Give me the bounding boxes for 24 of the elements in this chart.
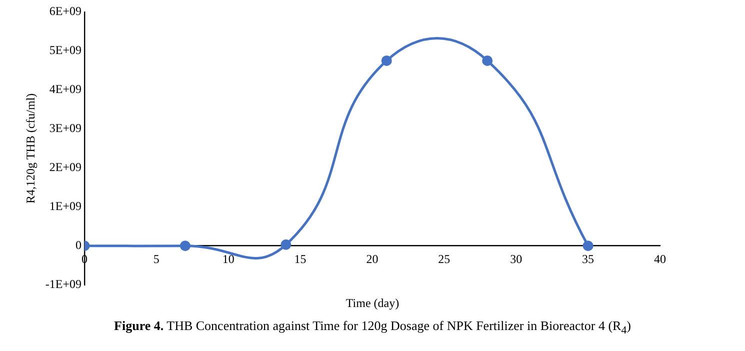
point xyxy=(582,240,594,252)
caption: Figure 4. THB Concentration against Time for 120g Dosage of NPK Fertilizer in Bioreactor 4 (R$_{4}$) xyxy=(113,318,632,337)
point xyxy=(280,239,292,250)
x-tick-label: 25 xyxy=(438,252,450,266)
x-tick-label: 20 xyxy=(366,252,378,266)
y-tick-label: 2E+09 xyxy=(49,160,82,174)
y-tick-label: 0 xyxy=(75,238,82,252)
y-tick-label: 5E+09 xyxy=(49,43,82,58)
point xyxy=(180,240,190,252)
x-tick-label: 40 xyxy=(654,252,666,266)
x-tick-label: 30 xyxy=(510,252,522,266)
y-tick-label: 1E+09 xyxy=(49,199,82,214)
x-tick-label: 35 xyxy=(582,252,594,266)
y-tick-label: -1E+09 xyxy=(45,276,82,291)
point xyxy=(482,55,493,66)
x-tick-label: 15 xyxy=(294,252,306,266)
x-tick-label: 5 xyxy=(153,252,160,266)
y-tick-label: 4E+09 xyxy=(49,82,82,96)
y-axis-title: R4,120g THB (cfu/ml) xyxy=(23,93,38,204)
y-tick-label: 3E+09 xyxy=(49,121,82,136)
point xyxy=(381,55,392,66)
x-tick-label: 10 xyxy=(222,252,234,266)
x-axis-title: Time (day) xyxy=(344,296,400,311)
y-tick-label: 6E+09 xyxy=(49,4,82,18)
